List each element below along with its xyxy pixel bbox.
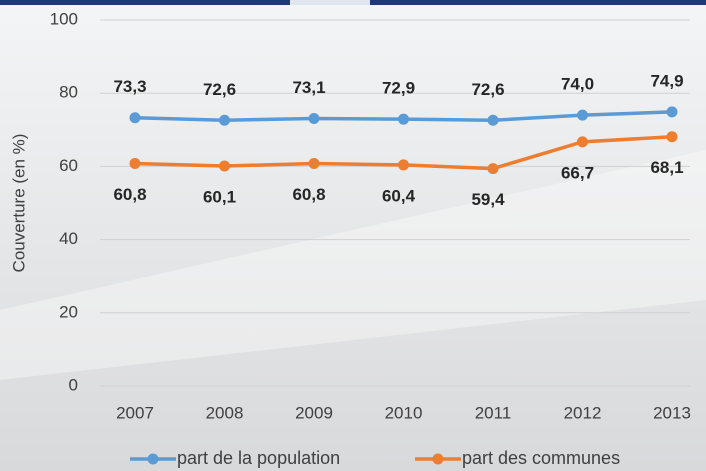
y-tick-label: 60: [59, 156, 78, 175]
value-label: 60,1: [203, 188, 236, 207]
value-label: 74,9: [650, 71, 683, 90]
value-label: 68,1: [650, 158, 683, 177]
y-axis-label: Couverture (en %): [9, 134, 28, 273]
value-label: 66,7: [561, 163, 594, 182]
data-point: [667, 106, 678, 117]
value-label: 60,4: [382, 186, 416, 205]
legend-label: part de la population: [177, 448, 340, 468]
value-label: 72,9: [382, 79, 415, 98]
legend-marker: [433, 454, 444, 465]
value-label: 60,8: [113, 185, 146, 204]
y-tick-label: 20: [59, 302, 78, 321]
value-label: 73,3: [113, 77, 146, 96]
value-label: 74,0: [561, 75, 594, 94]
value-label: 60,8: [292, 185, 325, 204]
data-point: [219, 115, 230, 126]
value-label: 73,1: [292, 78, 325, 97]
data-point: [398, 159, 409, 170]
data-point: [398, 114, 409, 125]
value-label: 72,6: [471, 80, 504, 99]
legend-label: part des communes: [462, 448, 620, 468]
data-point: [309, 113, 320, 124]
x-tick-label: 2008: [206, 403, 244, 422]
x-tick-label: 2007: [116, 403, 154, 422]
y-tick-label: 0: [69, 375, 78, 394]
y-tick-label: 40: [59, 229, 78, 248]
x-tick-label: 2011: [475, 403, 512, 422]
y-tick-label: 100: [50, 9, 78, 28]
header-band-detail: [290, 0, 370, 5]
legend-marker: [148, 454, 159, 465]
chart: Couverture (en %) 0 20 40 60 80 100 2007 2008 20…: [0, 0, 706, 471]
data-point: [130, 158, 141, 169]
value-label: 72,6: [203, 80, 236, 99]
data-point: [488, 115, 499, 126]
data-point: [130, 112, 141, 123]
x-tick-label: 2012: [564, 403, 602, 422]
data-point: [219, 161, 230, 172]
x-tick-label: 2010: [385, 403, 423, 422]
value-label: 59,4: [471, 190, 505, 209]
data-point: [577, 136, 588, 147]
data-point: [488, 163, 499, 174]
data-point: [309, 158, 320, 169]
y-tick-label: 80: [59, 83, 78, 102]
data-point: [577, 110, 588, 121]
x-tick-label: 2009: [295, 403, 333, 422]
data-point: [667, 131, 678, 142]
x-tick-label: 2013: [653, 403, 691, 422]
